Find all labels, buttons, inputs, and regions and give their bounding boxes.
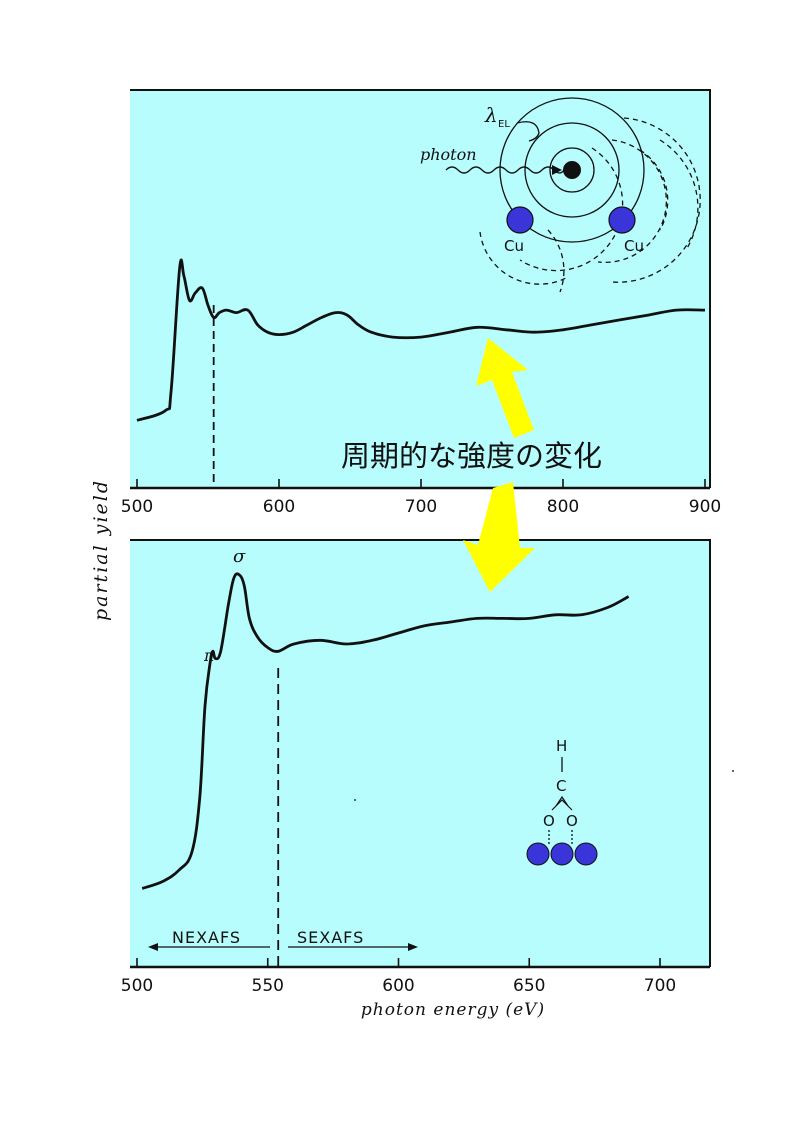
cu-label-right: Cu: [624, 237, 644, 255]
scan-speck: [732, 770, 734, 772]
x-tick-label: 500: [121, 497, 153, 517]
y-axis-title: partial yield: [90, 479, 112, 621]
cu-atom-icon: [608, 206, 636, 234]
bottom-series-line: [141, 572, 630, 890]
bottom-panel-background: [130, 540, 710, 967]
c-o-bonds-outer: [551, 799, 573, 811]
bottom-tick-labels: 500 550 600 650 700: [121, 976, 676, 996]
x-tick-label: 600: [263, 497, 295, 517]
lambda-subscript: EL: [498, 119, 510, 130]
surface-atom-icon: [574, 842, 598, 866]
annotation-text: 周期的な強度の変化: [341, 439, 602, 473]
top-panel: 500 600 700 800 900: [121, 89, 721, 517]
surface-atom-icon: [526, 842, 550, 866]
oxygen-label-right: O: [566, 812, 578, 830]
bottom-panel: 500 550 600 650 700 π σ NEXAFS SEXAFS H C O …: [121, 539, 711, 1020]
bottom-panel-frame: [130, 539, 711, 967]
x-tick-label: 650: [513, 976, 545, 996]
scattered-waves: [479, 117, 701, 293]
x-tick-label: 700: [644, 976, 676, 996]
left-arrowhead-icon: [148, 943, 158, 951]
top-panel-frame: [130, 89, 711, 488]
nexafs-label: NEXAFS: [172, 928, 241, 947]
x-axis-title: photon energy (eV): [361, 1000, 545, 1020]
pi-peak-label: π: [203, 646, 215, 665]
scattering-inset: photon λ EL Cu Cu: [420, 97, 701, 293]
lambda-arrow-icon: [516, 121, 540, 142]
c-o-bonds: [555, 795, 569, 807]
sexafs-label: SEXAFS: [297, 928, 364, 947]
bottom-tick-marks: [136, 958, 661, 967]
periodic-intensity-arrows: [463, 338, 535, 592]
top-panel-background: [130, 90, 710, 488]
x-tick-label: 600: [382, 976, 414, 996]
top-tick-labels: 500 600 700 800 900: [121, 497, 721, 517]
surface-atom-icon: [550, 842, 574, 866]
cu-label-left: Cu: [504, 237, 524, 255]
photon-wave-icon: [445, 166, 565, 174]
wave-circles: [499, 97, 645, 243]
x-tick-label: 800: [547, 497, 579, 517]
x-tick-label: 500: [121, 976, 153, 996]
hydrogen-label: H: [556, 737, 567, 755]
cu-atom-icon: [506, 206, 534, 234]
x-tick-label: 900: [689, 497, 721, 517]
right-arrowhead-icon: [408, 943, 418, 951]
photon-arrow-icon: [552, 165, 562, 175]
top-tick-marks: [136, 479, 706, 488]
up-arrow-icon: [476, 338, 534, 438]
oxygen-label-left: O: [543, 812, 555, 830]
surface-atoms: [526, 842, 598, 866]
region-arrows: NEXAFS SEXAFS: [148, 928, 418, 951]
scan-speck: [354, 799, 356, 801]
x-tick-label: 700: [405, 497, 437, 517]
formate-inset: H C O O: [526, 737, 598, 866]
cu-atoms: [506, 206, 636, 234]
down-arrow-icon: [463, 482, 535, 592]
lambda-label: λ: [484, 103, 498, 127]
x-tick-label: 550: [252, 976, 284, 996]
sigma-peak-label: σ: [233, 546, 246, 567]
carbon-label: C: [556, 777, 566, 795]
absorber-atom-icon: [563, 161, 581, 179]
top-series-line: [136, 258, 706, 422]
photon-label: photon: [420, 145, 477, 164]
